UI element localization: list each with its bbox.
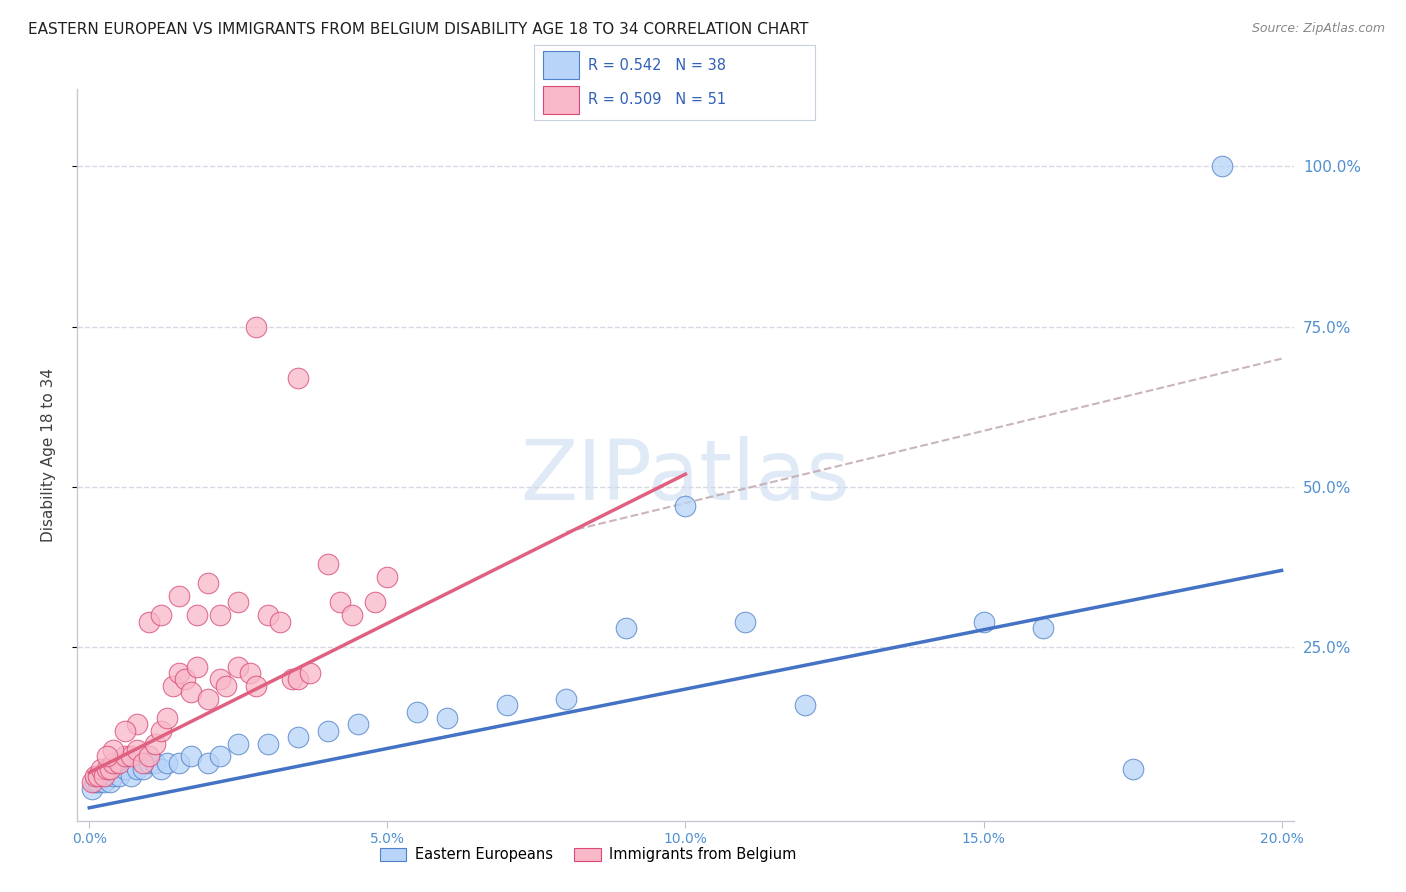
Point xyxy=(167,756,190,770)
Point xyxy=(269,615,291,629)
Point xyxy=(156,756,179,770)
Point xyxy=(793,698,815,713)
Point xyxy=(197,691,219,706)
Point xyxy=(120,749,142,764)
Point xyxy=(180,749,202,764)
Point xyxy=(101,769,124,783)
Point xyxy=(226,595,249,609)
Point xyxy=(108,756,131,770)
Point xyxy=(675,500,697,514)
Point xyxy=(1211,159,1233,173)
Point xyxy=(257,737,280,751)
Point xyxy=(298,666,321,681)
Point xyxy=(1122,762,1144,776)
Point xyxy=(149,762,172,776)
Point xyxy=(125,717,148,731)
Point xyxy=(156,711,179,725)
Point xyxy=(245,319,267,334)
Text: Source: ZipAtlas.com: Source: ZipAtlas.com xyxy=(1251,22,1385,36)
Point xyxy=(436,711,458,725)
Point xyxy=(143,756,166,770)
Legend: Eastern Europeans, Immigrants from Belgium: Eastern Europeans, Immigrants from Belgi… xyxy=(374,841,803,868)
Point xyxy=(287,371,309,385)
Point xyxy=(281,673,304,687)
Point xyxy=(614,621,637,635)
Point xyxy=(98,775,121,789)
Point xyxy=(84,769,107,783)
Point xyxy=(132,762,155,776)
Point xyxy=(734,615,756,629)
Point xyxy=(173,673,195,687)
Y-axis label: Disability Age 18 to 34: Disability Age 18 to 34 xyxy=(42,368,56,542)
Point xyxy=(186,659,208,673)
Point xyxy=(108,769,131,783)
Point xyxy=(316,723,339,738)
Point xyxy=(215,679,238,693)
Point xyxy=(138,615,160,629)
Point xyxy=(90,762,112,776)
Point xyxy=(96,749,118,764)
Point xyxy=(364,595,387,609)
Text: EASTERN EUROPEAN VS IMMIGRANTS FROM BELGIUM DISABILITY AGE 18 TO 34 CORRELATION : EASTERN EUROPEAN VS IMMIGRANTS FROM BELG… xyxy=(28,22,808,37)
Point xyxy=(120,769,142,783)
Point xyxy=(82,781,104,796)
Point xyxy=(162,679,184,693)
Point xyxy=(125,743,148,757)
Point xyxy=(340,608,363,623)
Point xyxy=(114,723,136,738)
Bar xyxy=(543,52,579,78)
Point xyxy=(209,608,232,623)
Point xyxy=(316,557,339,571)
Point xyxy=(90,769,112,783)
Point xyxy=(96,769,118,783)
Point xyxy=(149,608,172,623)
Point xyxy=(149,723,172,738)
Point xyxy=(93,769,115,783)
Point xyxy=(167,666,190,681)
Point xyxy=(93,775,115,789)
Point xyxy=(98,762,121,776)
Point xyxy=(346,717,368,731)
Point xyxy=(114,762,136,776)
Point xyxy=(973,615,995,629)
Bar xyxy=(543,87,579,113)
Point xyxy=(186,608,208,623)
Point xyxy=(87,775,110,789)
Point xyxy=(138,749,160,764)
Text: R = 0.542   N = 38: R = 0.542 N = 38 xyxy=(588,58,725,72)
Point xyxy=(101,743,124,757)
Point xyxy=(87,769,110,783)
Point xyxy=(180,685,202,699)
Point xyxy=(329,595,352,609)
Point xyxy=(138,756,160,770)
Point xyxy=(209,749,232,764)
Point xyxy=(239,666,262,681)
Point xyxy=(209,673,232,687)
Point xyxy=(132,756,155,770)
Point xyxy=(555,691,578,706)
Point xyxy=(375,570,398,584)
Point xyxy=(143,737,166,751)
Point xyxy=(245,679,267,693)
Point xyxy=(167,589,190,603)
Point xyxy=(84,775,107,789)
Point xyxy=(82,775,104,789)
Point xyxy=(406,705,429,719)
Text: ZIPatlas: ZIPatlas xyxy=(520,436,851,517)
Point xyxy=(287,730,309,744)
Point xyxy=(1032,621,1054,635)
Point xyxy=(495,698,517,713)
Point xyxy=(197,576,219,591)
Point xyxy=(114,749,136,764)
Point xyxy=(197,756,219,770)
Point xyxy=(101,756,124,770)
Point xyxy=(125,762,148,776)
Point xyxy=(257,608,280,623)
Text: R = 0.509   N = 51: R = 0.509 N = 51 xyxy=(588,93,725,107)
Point xyxy=(96,762,118,776)
Point xyxy=(287,673,309,687)
Point xyxy=(226,659,249,673)
Point xyxy=(226,737,249,751)
